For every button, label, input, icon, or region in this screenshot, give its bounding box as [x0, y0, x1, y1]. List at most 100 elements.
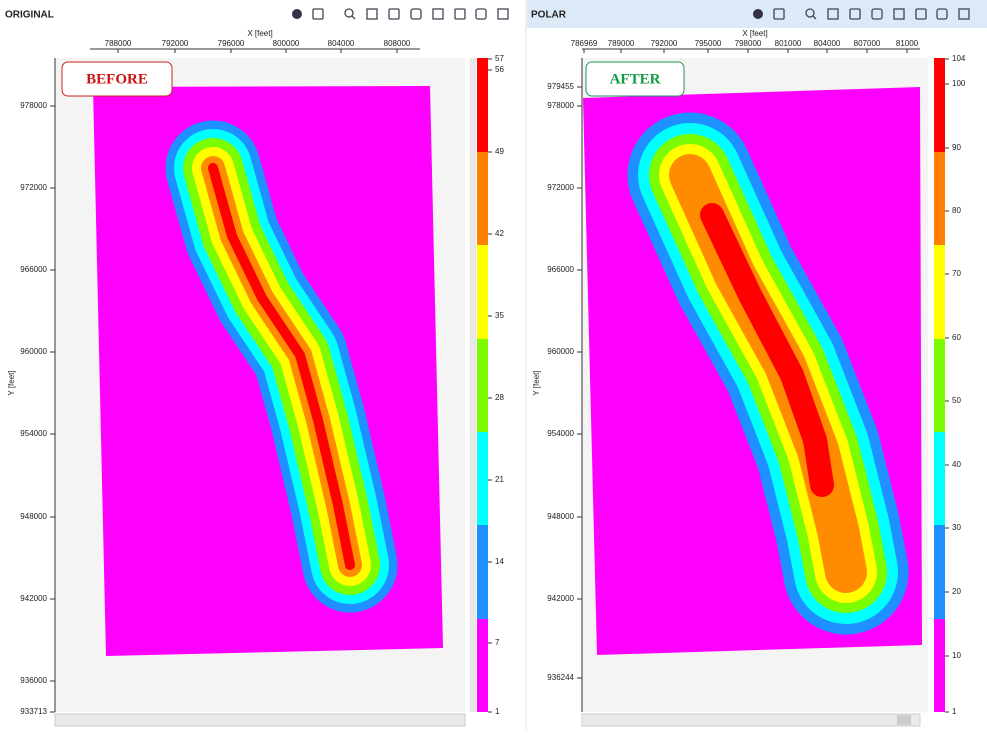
- colorbar-tick-label: 1: [952, 707, 957, 716]
- icon-shape: [915, 8, 927, 20]
- toolbar-icon[interactable]: [915, 8, 927, 20]
- y-tick-label: 979455: [547, 82, 574, 91]
- toolbar-icon[interactable]: [753, 9, 763, 19]
- x-tick-label: 789000: [608, 39, 635, 48]
- icon-shape: [344, 8, 354, 18]
- x-tick-label: 804000: [814, 39, 841, 48]
- scroll-thumb[interactable]: [897, 715, 911, 725]
- colorbar-tick-label: 70: [952, 269, 961, 278]
- toolbar-icon[interactable]: [292, 9, 302, 19]
- colorbar-tick-label: 50: [952, 396, 961, 405]
- colorbar-tick-label: 7: [495, 638, 500, 647]
- icon-shape: [893, 8, 905, 20]
- colorbar-tick-label: 28: [495, 393, 504, 402]
- toolbar-icon[interactable]: [497, 8, 509, 20]
- y-tick-label: 936244: [547, 673, 574, 682]
- colorbar-tick-label: 90: [952, 143, 961, 152]
- toolbar-icon[interactable]: [366, 8, 378, 20]
- colorbar-tick-label: 40: [952, 460, 961, 469]
- colorbar-tick-label: 104: [952, 54, 966, 63]
- colorbar-tick-label: 57: [495, 54, 504, 63]
- toolbar-icons[interactable]: [292, 8, 970, 20]
- colorbar-tick-label: 42: [495, 229, 504, 238]
- toolbar-icon[interactable]: [958, 8, 970, 20]
- contour-band: [208, 163, 355, 570]
- badge: AFTER: [610, 71, 661, 87]
- colorbar-band: [477, 152, 488, 245]
- colorbar-band: [934, 619, 945, 712]
- scrollbar[interactable]: [470, 58, 476, 712]
- x-tick-label: 788000: [105, 39, 132, 48]
- icon-shape: [497, 8, 509, 20]
- x-tick-label: 800000: [273, 39, 300, 48]
- colorbar-tick-label: 56: [495, 65, 504, 74]
- toolbar-icon[interactable]: [344, 8, 356, 20]
- contour-blob: [627, 112, 909, 635]
- badge-box: [61, 61, 173, 97]
- y-tick-label: 978000: [20, 101, 47, 110]
- icon-shape: [410, 8, 422, 20]
- colorbar-band: [934, 245, 945, 339]
- y-tick-label: 972000: [20, 183, 47, 192]
- x-tick-label: 792000: [651, 39, 678, 48]
- colorbar-band: [934, 339, 945, 432]
- x-tick-label: 796000: [218, 39, 245, 48]
- y-tick-label: 978000: [547, 101, 574, 110]
- badge: BEFORE: [86, 71, 148, 87]
- scrollbar[interactable]: [581, 713, 921, 727]
- colorbar-tick-label: 21: [495, 475, 504, 484]
- y-tick-label: 933713: [20, 707, 47, 716]
- icon-shape: [773, 8, 785, 20]
- colorbar-band: [934, 152, 945, 245]
- icon-shape: [432, 8, 444, 20]
- toolbar-icon[interactable]: [773, 8, 785, 20]
- colorbar-band: [934, 525, 945, 619]
- icon-shape: [366, 8, 378, 20]
- y-tick-label: 948000: [547, 512, 574, 521]
- toolbar-icon[interactable]: [936, 8, 948, 20]
- colorbar-band: [477, 245, 488, 339]
- icon-shape: [454, 8, 466, 20]
- icon-shape: [388, 8, 400, 20]
- y-tick-label: 960000: [20, 347, 47, 356]
- toolbar-icon[interactable]: [893, 8, 905, 20]
- toolbar-icon[interactable]: [432, 8, 444, 20]
- icon-shape: [753, 9, 763, 19]
- toolbar-icon[interactable]: [871, 8, 883, 20]
- contour-blob: [165, 120, 398, 613]
- y-tick-label: 954000: [20, 429, 47, 438]
- icon-shape: [871, 8, 883, 20]
- colorbar-band: [477, 525, 488, 619]
- panel-title: ORIGINAL: [5, 10, 54, 21]
- toolbar-icon[interactable]: [454, 8, 466, 20]
- x-tick-label: 807000: [854, 39, 881, 48]
- y-axis-label: Y [feet]: [532, 370, 541, 395]
- x-tick-label: 786969: [571, 39, 598, 48]
- colorbar-tick-label: 80: [952, 206, 961, 215]
- toolbar-icon[interactable]: [312, 8, 324, 20]
- toolbar-icon[interactable]: [475, 8, 487, 20]
- x-tick-label: 801000: [775, 39, 802, 48]
- toolbar-icon[interactable]: [410, 8, 422, 20]
- colorbar-band: [477, 619, 488, 712]
- toolbar-icon[interactable]: [805, 8, 817, 20]
- icon-shape: [849, 8, 861, 20]
- colorbar-band: [477, 339, 488, 432]
- toolbar-icon[interactable]: [849, 8, 861, 20]
- icon-shape: [292, 9, 302, 19]
- colorbar-tick-label: 60: [952, 333, 961, 342]
- toolbar-icon[interactable]: [827, 8, 839, 20]
- scrollbar[interactable]: [54, 713, 466, 727]
- y-tick-label: 960000: [547, 347, 574, 356]
- icon-shape: [475, 8, 487, 20]
- y-tick-label: 966000: [20, 265, 47, 274]
- colorbar-tick-label: 10: [952, 651, 961, 660]
- colorbar-tick-label: 35: [495, 311, 504, 320]
- y-tick-label: 942000: [547, 594, 574, 603]
- colorbar-band: [934, 432, 945, 525]
- toolbar-icon[interactable]: [388, 8, 400, 20]
- colorbar-tick-label: 20: [952, 587, 961, 596]
- colorbar-tick-label: 100: [952, 79, 966, 88]
- x-tick-label: 798000: [735, 39, 762, 48]
